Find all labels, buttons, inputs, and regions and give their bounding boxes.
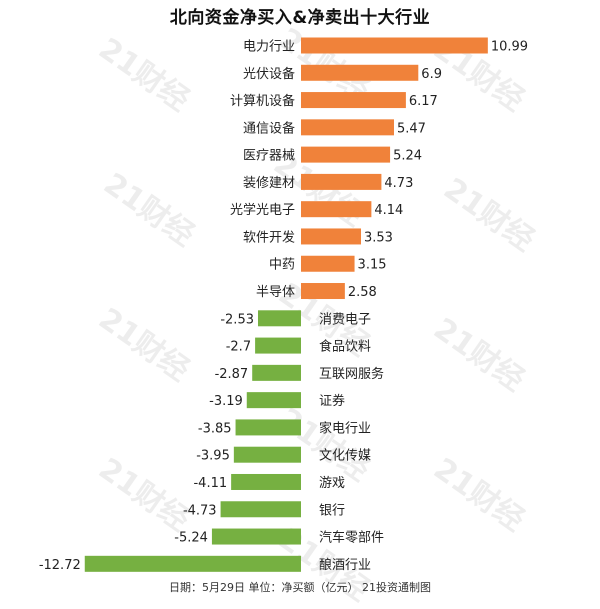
bar-row: 装修建材 4.73 xyxy=(243,173,413,191)
bar xyxy=(301,283,345,300)
bar-row: 光伏设备 6.9 xyxy=(243,64,442,82)
value-label: 6.17 xyxy=(409,94,438,109)
bar xyxy=(220,501,301,518)
bar xyxy=(301,255,355,272)
bar-row: 证券 -3.19 xyxy=(209,392,345,409)
bar-row: 游戏 -4.11 xyxy=(193,473,345,491)
value-label: 3.15 xyxy=(358,258,387,273)
bar xyxy=(211,528,301,545)
bar-row: 计算机设备 6.17 xyxy=(230,92,438,109)
bar xyxy=(255,337,301,354)
bar xyxy=(84,555,301,572)
value-label: 5.47 xyxy=(397,121,426,136)
bar xyxy=(301,37,488,54)
bar xyxy=(233,446,301,463)
bar-row: 汽车零部件 -5.24 xyxy=(174,528,384,546)
category-label: 文化传媒 xyxy=(319,449,371,464)
bar-row: 医疗器械 5.24 xyxy=(243,146,422,164)
value-label: 5.24 xyxy=(393,149,422,164)
category-label: 酿酒行业 xyxy=(319,557,371,573)
category-label: 电力行业 xyxy=(243,40,295,55)
category-label: 软件开发 xyxy=(243,229,295,245)
bar xyxy=(246,392,301,409)
bar xyxy=(301,201,372,218)
category-label: 食品饮料 xyxy=(319,339,371,355)
value-label: -3.95 xyxy=(196,449,230,464)
category-label: 证券 xyxy=(319,393,345,409)
bar xyxy=(301,92,406,109)
bar-row: 酿酒行业 -12.72 xyxy=(39,555,371,573)
category-label: 互联网服务 xyxy=(319,366,384,382)
category-label: 家电行业 xyxy=(319,420,371,436)
bar-row: 通信设备 5.47 xyxy=(243,119,426,136)
category-label: 计算机设备 xyxy=(230,93,295,109)
category-label: 中药 xyxy=(269,258,295,273)
value-label: 4.73 xyxy=(384,176,413,191)
value-label: -4.11 xyxy=(193,476,227,491)
category-label: 光伏设备 xyxy=(243,66,295,82)
bar xyxy=(301,64,419,81)
bar-row: 食品饮料 -2.7 xyxy=(226,337,371,355)
category-label: 医疗器械 xyxy=(243,149,295,164)
bar-row: 互联网服务 -2.87 xyxy=(215,364,384,382)
category-label: 汽车零部件 xyxy=(319,530,384,546)
chart-footer: 日期：5月29日 单位：净买额（亿元） 21投资通制图 xyxy=(169,581,431,594)
bar xyxy=(257,310,301,327)
bar-row: 银行 -4.73 xyxy=(183,501,345,518)
value-label: -2.53 xyxy=(220,312,254,327)
category-label: 银行 xyxy=(319,503,345,518)
bar xyxy=(235,419,301,436)
value-label: 6.9 xyxy=(421,67,442,82)
category-label: 游戏 xyxy=(319,476,345,491)
value-label: 2.58 xyxy=(348,285,377,300)
category-label: 消费电子 xyxy=(319,312,371,327)
value-label: -5.24 xyxy=(174,531,208,546)
value-label: -3.19 xyxy=(209,394,243,409)
bar-row: 软件开发 3.53 xyxy=(243,228,393,245)
bar xyxy=(231,473,301,490)
bar xyxy=(301,146,391,163)
bar-row: 文化传媒 -3.95 xyxy=(196,446,371,464)
bar xyxy=(301,173,382,190)
bar xyxy=(301,119,394,136)
bar-row: 光学光电子 4.14 xyxy=(230,201,403,218)
category-label: 光学光电子 xyxy=(230,202,295,218)
bar-row: 电力行业 10.99 xyxy=(243,37,528,55)
category-label: 通信设备 xyxy=(243,120,295,136)
chart-title: 北向资金净买入&净卖出十大行业 xyxy=(169,8,431,28)
category-label: 半导体 xyxy=(256,285,295,300)
bar xyxy=(301,228,362,245)
value-label: 4.14 xyxy=(374,203,403,218)
bar xyxy=(252,364,301,381)
value-label: -2.87 xyxy=(215,367,249,382)
bar-row: 半导体 2.58 xyxy=(256,283,377,300)
value-label: -4.73 xyxy=(183,503,217,518)
bar-row: 家电行业 -3.85 xyxy=(198,419,371,436)
value-label: 3.53 xyxy=(364,230,393,245)
value-label: -3.85 xyxy=(198,421,232,436)
value-label: 10.99 xyxy=(491,40,528,55)
bar-row: 消费电子 -2.53 xyxy=(220,310,371,327)
bar-row: 中药 3.15 xyxy=(269,255,387,273)
value-label: -12.72 xyxy=(39,558,81,573)
value-label: -2.7 xyxy=(226,340,251,355)
category-label: 装修建材 xyxy=(243,176,295,191)
